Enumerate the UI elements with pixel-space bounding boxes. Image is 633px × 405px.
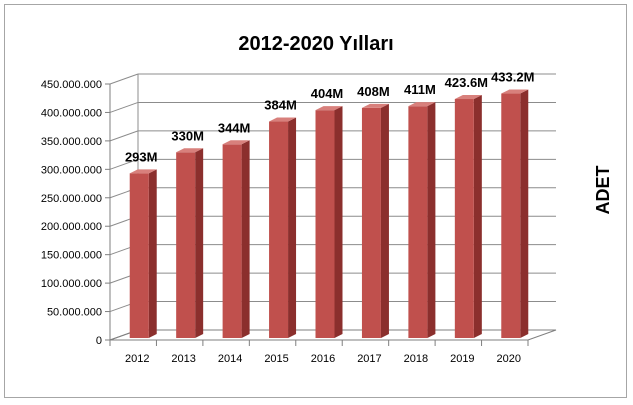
bar-top: [269, 117, 297, 122]
data-label: 344M: [218, 120, 251, 135]
y-tick-label: 150.000.000: [41, 250, 102, 262]
x-tick-label: 2019: [450, 353, 474, 365]
bar: [129, 169, 157, 338]
bar-front: [408, 106, 428, 338]
bar-side: [473, 95, 482, 338]
chart-title: 2012-2020 Yılları: [238, 33, 393, 55]
bar-top: [361, 103, 389, 108]
bar-top: [129, 169, 157, 174]
bar-top: [176, 148, 204, 153]
y-tick-label: 200.000.000: [41, 221, 102, 233]
data-label: 293M: [125, 149, 158, 164]
data-labels: 293M 330M 344M 384M 404M 408M 411M 423.6M 433.2M: [125, 70, 535, 165]
data-label: 433.2M: [491, 70, 534, 85]
bar: [408, 102, 436, 338]
x-tick-label: 2018: [404, 353, 428, 365]
y-tick-label: 0: [96, 335, 102, 347]
bar-front: [361, 107, 381, 338]
bar-front: [222, 144, 242, 338]
y-tick-label: 350.000.000: [41, 136, 102, 148]
bar-top: [454, 95, 482, 100]
bars: [129, 89, 529, 339]
bar-side: [334, 106, 343, 339]
y-tick-label: 50.000.000: [47, 307, 102, 319]
x-tick-label: 2020: [497, 353, 521, 365]
data-label: 330M: [171, 128, 204, 143]
data-label: 404M: [311, 86, 344, 101]
x-axis-ticks: 2012 2013 2014 2015 2016 2017 2018 2019 2020: [125, 353, 521, 365]
bar-side: [195, 148, 204, 338]
gridline-side: [109, 101, 139, 113]
x-tick-label: 2012: [125, 353, 149, 365]
x-tick-label: 2017: [357, 353, 381, 365]
bar-front: [454, 99, 474, 338]
data-label: 408M: [357, 84, 390, 99]
bar-side: [520, 89, 529, 338]
bar-front: [129, 173, 149, 338]
x-tick-label: 2016: [311, 353, 335, 365]
bar-side: [241, 140, 250, 338]
data-label: 411M: [404, 82, 436, 97]
bar: [361, 103, 389, 338]
bar-top: [222, 140, 250, 145]
bar-front: [269, 121, 289, 339]
bar-top: [408, 102, 436, 107]
bar-side: [148, 169, 157, 338]
y-tick-label: 100.000.000: [41, 278, 102, 290]
bar: [315, 106, 343, 339]
y-tick-label: 450.000.000: [41, 79, 102, 91]
bar-side: [288, 117, 297, 339]
y-tick-label: 300.000.000: [41, 164, 102, 176]
bar-side: [427, 102, 436, 338]
y-axis-ticks: 0 50.000.000 100.000.000 150.000.000 200.000…: [41, 79, 102, 347]
data-label: 384M: [264, 98, 297, 113]
gridline-side: [109, 158, 139, 170]
bar-top: [315, 106, 343, 111]
y-axis-label: ADET: [593, 165, 613, 214]
bar-front: [501, 93, 521, 338]
bar: [176, 148, 204, 338]
bar-top: [501, 89, 529, 94]
bar-side: [380, 103, 389, 338]
data-label: 423.6M: [445, 75, 488, 90]
gridline-side: [109, 73, 139, 85]
bar-front: [315, 110, 335, 339]
y-tick-label: 400.000.000: [41, 107, 102, 119]
axes: [105, 74, 557, 346]
bar: [501, 89, 529, 338]
bar-front: [176, 152, 196, 338]
x-tick-label: 2015: [264, 353, 288, 365]
bar: [454, 95, 482, 338]
x-tick-label: 2014: [218, 353, 242, 365]
gridline-side: [109, 130, 139, 142]
y-tick-label: 250.000.000: [41, 193, 102, 205]
bar: [222, 140, 250, 338]
x-tick-label: 2013: [171, 353, 195, 365]
bar: [269, 117, 297, 339]
